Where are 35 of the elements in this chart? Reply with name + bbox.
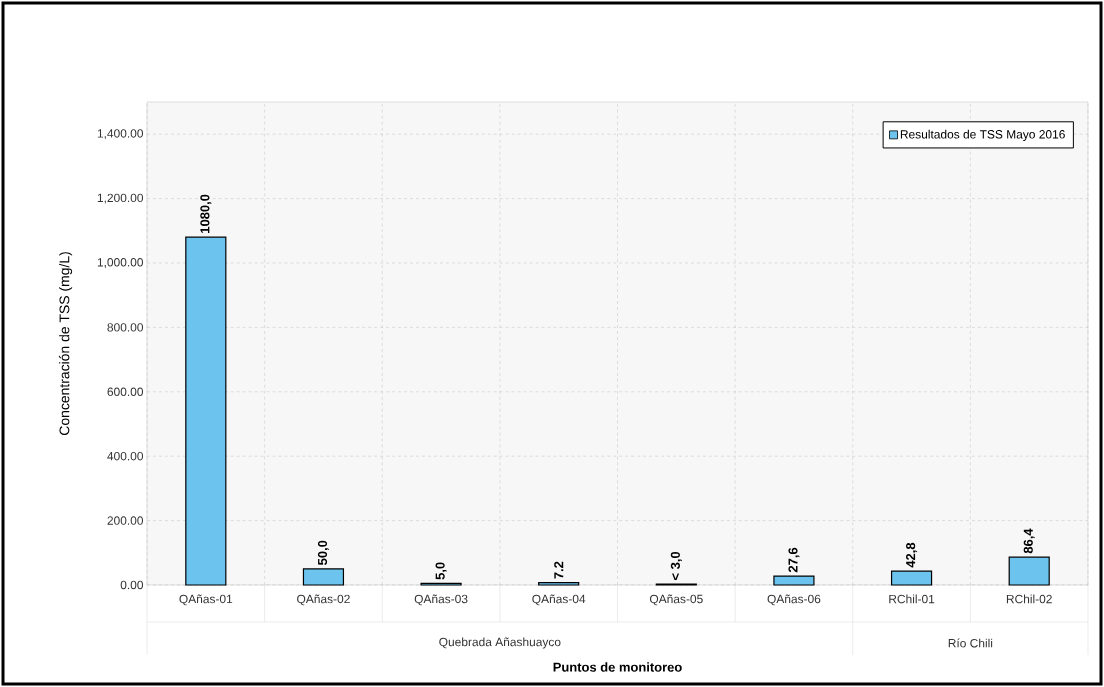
- data-label: 7.2: [554, 561, 564, 579]
- y-tick-label: 200.00: [107, 516, 144, 525]
- x-tick-label: QAñas-05: [649, 594, 703, 606]
- x-tick-label: QAñas-06: [767, 594, 821, 606]
- bar: [302, 568, 345, 586]
- data-label: 27,6: [788, 547, 800, 573]
- data-label: 1080,0: [200, 194, 212, 233]
- data-label: < 3,0: [670, 551, 682, 580]
- y-tick-label: 400.00: [107, 451, 144, 461]
- text: Río Chili: [948, 638, 993, 648]
- y-tick-label: 1,000.00: [97, 258, 144, 268]
- bar: [773, 575, 815, 586]
- data-label: 42,8: [906, 542, 918, 568]
- x-tick-label: QAñas-03: [414, 594, 468, 606]
- x-tick-label: QAñas-01: [179, 594, 233, 606]
- bar: [185, 236, 227, 586]
- y-tick-label: 600.00: [107, 387, 144, 397]
- bar: [890, 570, 933, 586]
- y-tick-label: 1,200.00: [97, 193, 144, 204]
- y-tick-label: 800.00: [107, 323, 144, 332]
- y-tick-label: 1,400.00: [97, 129, 144, 140]
- y-axis-title: Concentración de TSS (mg/L): [58, 252, 73, 436]
- text: Quebrada Añashuayco: [439, 637, 561, 649]
- bar: [1008, 556, 1050, 586]
- bar: [538, 582, 580, 586]
- data-label: 50,0: [317, 540, 329, 565]
- data-label: 5,0: [435, 562, 447, 580]
- data-label: 86,4: [1023, 528, 1035, 554]
- x-axis-title: Puntos de monitoreo: [553, 662, 682, 672]
- x-tick-label: RChil-01: [889, 594, 935, 604]
- y-tick-label: 0.00: [120, 580, 144, 590]
- legend-label: Resultados de TSS Mayo 2016: [900, 129, 1065, 141]
- x-tick-label: QAñas-02: [297, 594, 350, 606]
- x-tick-label: RChil-02: [1006, 594, 1052, 604]
- x-tick-label: QAñas-04: [532, 594, 586, 606]
